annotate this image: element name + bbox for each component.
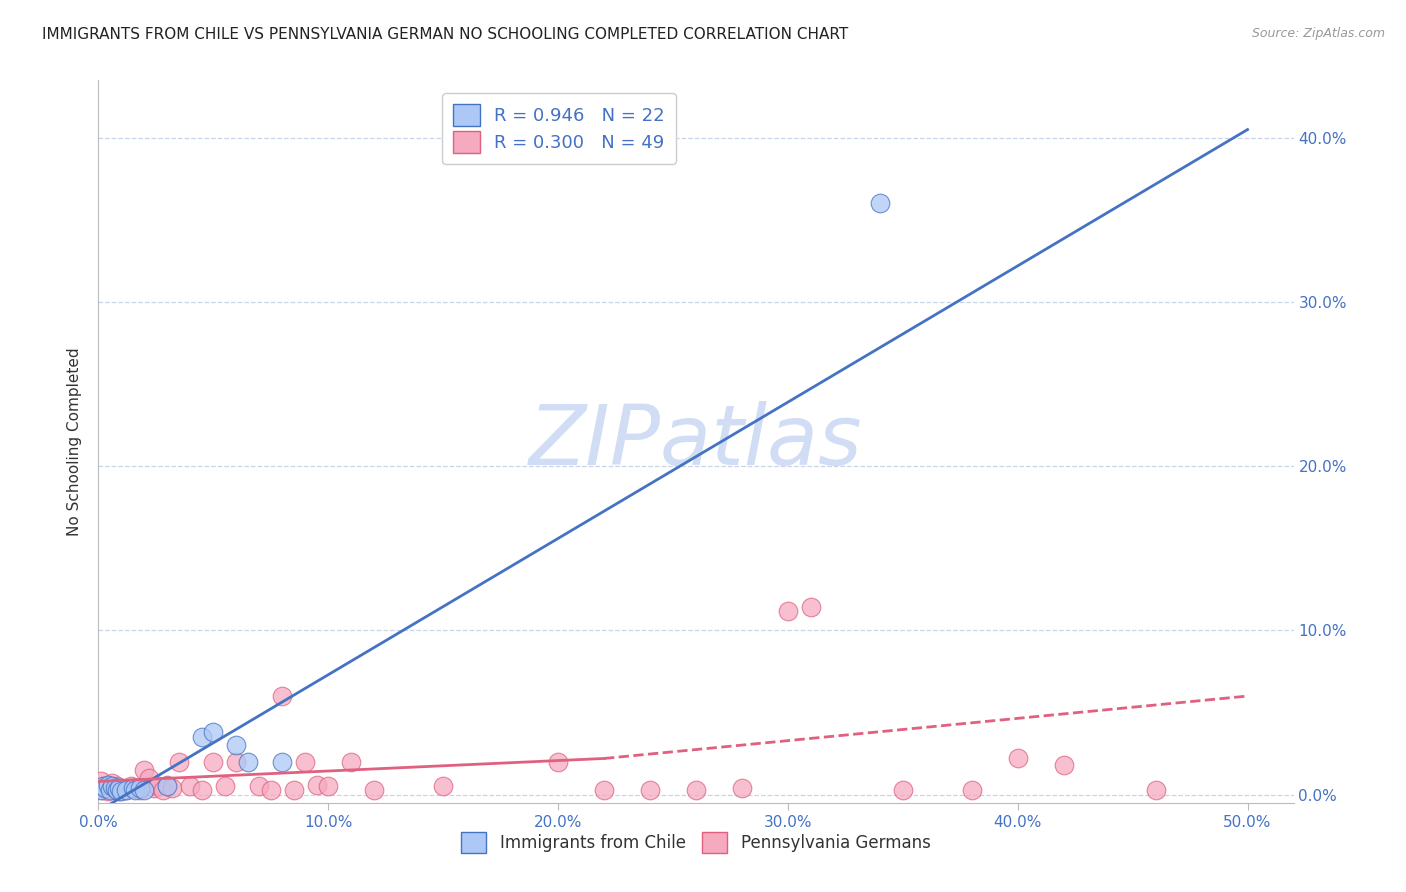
Point xyxy=(593,782,616,797)
Point xyxy=(179,780,201,794)
Point xyxy=(103,780,125,795)
Point xyxy=(91,780,114,794)
Point xyxy=(1053,758,1076,772)
Point xyxy=(108,784,131,798)
Point xyxy=(103,782,125,797)
Point xyxy=(101,776,124,790)
Point xyxy=(110,780,132,795)
Point xyxy=(316,780,339,794)
Point xyxy=(891,782,914,797)
Point xyxy=(110,784,132,798)
Point xyxy=(214,780,236,794)
Point xyxy=(128,780,150,795)
Point xyxy=(105,782,128,797)
Text: Source: ZipAtlas.com: Source: ZipAtlas.com xyxy=(1251,27,1385,40)
Point xyxy=(91,782,114,797)
Point xyxy=(90,774,112,789)
Point xyxy=(124,782,146,797)
Text: ZIPatlas: ZIPatlas xyxy=(529,401,863,482)
Point xyxy=(101,780,124,794)
Point xyxy=(160,780,183,795)
Point xyxy=(800,600,823,615)
Point xyxy=(247,780,270,794)
Point xyxy=(94,780,117,794)
Point xyxy=(202,725,225,739)
Point xyxy=(152,782,174,797)
Point xyxy=(271,755,294,769)
Point xyxy=(98,780,121,795)
Point xyxy=(156,778,179,792)
Point xyxy=(294,755,316,769)
Point xyxy=(90,782,112,797)
Point xyxy=(124,780,146,795)
Point xyxy=(260,782,283,797)
Point xyxy=(167,755,190,769)
Point xyxy=(142,780,165,795)
Point xyxy=(547,755,569,769)
Point xyxy=(202,755,225,769)
Point xyxy=(236,755,259,769)
Point xyxy=(115,782,138,797)
Point xyxy=(685,782,707,797)
Point xyxy=(1007,751,1029,765)
Point xyxy=(115,782,138,797)
Point xyxy=(105,780,128,794)
Text: IMMIGRANTS FROM CHILE VS PENNSYLVANIA GERMAN NO SCHOOLING COMPLETED CORRELATION : IMMIGRANTS FROM CHILE VS PENNSYLVANIA GE… xyxy=(42,27,848,42)
Point xyxy=(138,771,160,785)
Point xyxy=(108,780,131,795)
Point xyxy=(776,604,799,618)
Point xyxy=(869,196,891,211)
Point xyxy=(731,780,754,795)
Point xyxy=(97,784,120,798)
Y-axis label: No Schooling Completed: No Schooling Completed xyxy=(67,347,83,536)
Point xyxy=(134,782,156,797)
Point xyxy=(225,739,247,753)
Point xyxy=(120,780,142,794)
Point xyxy=(1144,782,1167,797)
Point xyxy=(191,782,214,797)
Point xyxy=(94,780,117,795)
Point xyxy=(97,778,120,792)
Point xyxy=(156,780,179,794)
Point xyxy=(363,782,385,797)
Point xyxy=(225,755,247,769)
Point xyxy=(98,782,121,797)
Point xyxy=(638,782,661,797)
Point xyxy=(148,780,170,794)
Point xyxy=(271,689,294,703)
Point xyxy=(128,782,150,797)
Point xyxy=(122,780,145,795)
Point xyxy=(134,763,156,777)
Point xyxy=(191,730,214,744)
Legend: Immigrants from Chile, Pennsylvania Germans: Immigrants from Chile, Pennsylvania Germ… xyxy=(454,826,938,860)
Point xyxy=(283,782,305,797)
Point xyxy=(432,780,454,794)
Point xyxy=(340,755,363,769)
Point xyxy=(960,782,983,797)
Point xyxy=(305,778,328,792)
